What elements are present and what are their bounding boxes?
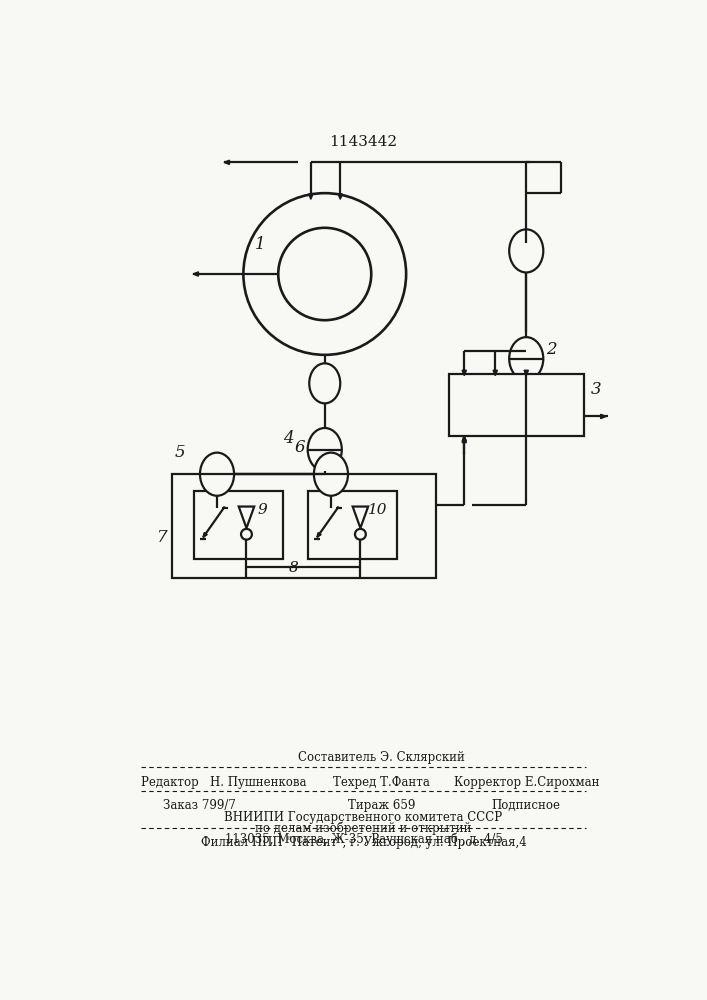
Polygon shape <box>309 194 313 199</box>
Polygon shape <box>462 370 467 376</box>
Polygon shape <box>524 370 528 376</box>
Bar <box>194 491 283 559</box>
Text: 7: 7 <box>157 529 168 546</box>
Ellipse shape <box>314 453 348 496</box>
Ellipse shape <box>308 428 341 471</box>
Text: Филиал ППП "Патент", г. Ужгород, ул. Проектная,4: Филиал ППП "Патент", г. Ужгород, ул. Про… <box>201 836 527 849</box>
Polygon shape <box>338 194 342 199</box>
Text: 10: 10 <box>368 503 387 517</box>
Polygon shape <box>203 532 207 537</box>
Polygon shape <box>493 370 498 376</box>
Polygon shape <box>317 532 321 537</box>
Text: 2: 2 <box>547 341 557 358</box>
Text: Корректор Е.Сирохман: Корректор Е.Сирохман <box>453 776 599 789</box>
Text: 113035, Москва, Ж-35, Раушская наб., д. 4/5: 113035, Москва, Ж-35, Раушская наб., д. … <box>225 832 503 846</box>
Text: ВНИИПИ Государственного комитета СССР: ВНИИПИ Государственного комитета СССР <box>224 811 503 824</box>
Text: Редактор   Н. Пушненкова: Редактор Н. Пушненкова <box>141 776 307 789</box>
Polygon shape <box>601 414 606 419</box>
Text: Составитель Э. Склярский: Составитель Э. Склярский <box>298 751 464 764</box>
Text: 5: 5 <box>175 444 185 461</box>
Polygon shape <box>224 160 230 165</box>
Ellipse shape <box>509 337 543 380</box>
Bar <box>449 374 585 436</box>
Text: Тираж 659: Тираж 659 <box>348 799 415 812</box>
Polygon shape <box>239 507 255 528</box>
Ellipse shape <box>509 229 543 272</box>
Bar <box>172 474 436 578</box>
Text: 6: 6 <box>295 439 305 456</box>
Text: 8: 8 <box>289 561 298 575</box>
Polygon shape <box>193 272 199 276</box>
Ellipse shape <box>200 453 234 496</box>
Text: 1: 1 <box>255 236 266 253</box>
Text: 9: 9 <box>257 503 267 517</box>
Text: по делам изобретений и открытий: по делам изобретений и открытий <box>255 822 472 835</box>
Text: Подписное: Подписное <box>492 799 561 812</box>
Text: 3: 3 <box>590 381 602 398</box>
Polygon shape <box>462 436 467 441</box>
Polygon shape <box>462 437 467 443</box>
Text: 4: 4 <box>283 430 293 447</box>
Text: 1143442: 1143442 <box>329 135 397 149</box>
Text: Техред Т.Фанта: Техред Т.Фанта <box>333 776 430 789</box>
Text: Заказ 799/7: Заказ 799/7 <box>163 799 235 812</box>
Polygon shape <box>353 507 368 528</box>
Bar <box>308 491 397 559</box>
Ellipse shape <box>309 363 340 403</box>
